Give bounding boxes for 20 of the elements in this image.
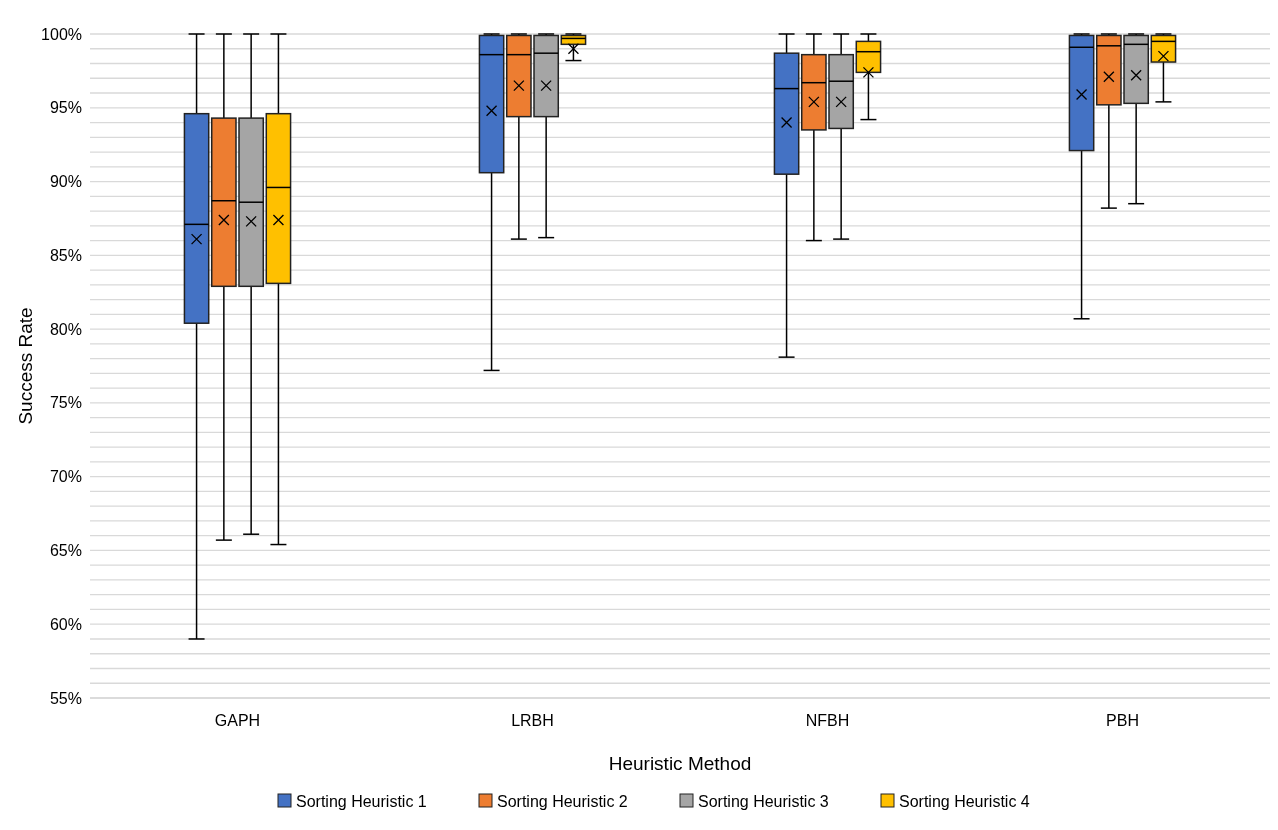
y-tick-label: 55% <box>49 689 82 707</box>
y-tick-label: 100% <box>41 25 82 43</box>
y-tick-label: 75% <box>49 394 82 412</box>
x-tick-label: PBH <box>1106 712 1139 729</box>
legend-label: Sorting Heuristic 4 <box>899 792 1030 810</box>
y-tick-label: 70% <box>49 468 82 486</box>
y-tick-label: 85% <box>49 246 82 264</box>
legend-label: Sorting Heuristic 2 <box>497 792 628 810</box>
x-tick-label: NFBH <box>805 712 850 729</box>
x-tick-label: GAPH <box>214 712 261 729</box>
y-tick-label: 90% <box>49 173 82 191</box>
y-tick-label: 95% <box>49 99 82 117</box>
legend-label: Sorting Heuristic 3 <box>698 792 829 810</box>
y-tick-label: 65% <box>49 542 82 560</box>
x-tick-label: LRBH <box>511 712 554 729</box>
y-axis-title: Success Rate <box>15 307 36 425</box>
y-tick-label: 60% <box>49 615 82 633</box>
x-axis-title: Heuristic Method <box>608 753 752 774</box>
legend-label: Sorting Heuristic 1 <box>296 792 427 810</box>
y-tick-label: 80% <box>49 320 82 338</box>
